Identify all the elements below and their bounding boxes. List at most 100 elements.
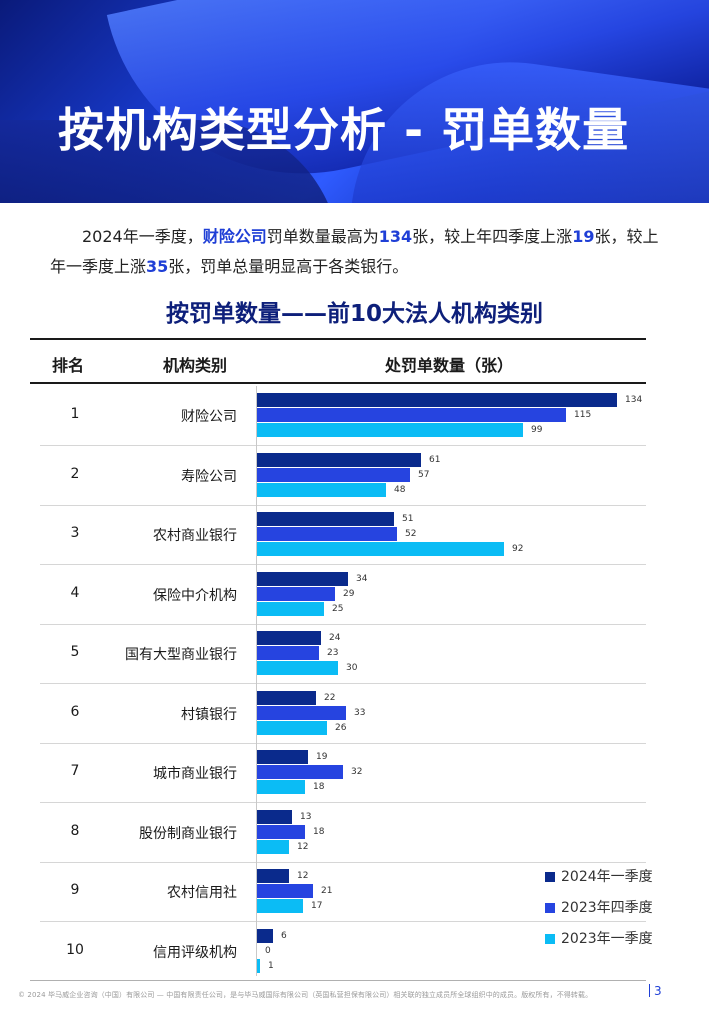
chart-bar [257, 750, 308, 764]
row-category: 保险中介机构 [153, 587, 237, 604]
row-category: 农村信用社 [167, 885, 237, 901]
row-rank: 3 [70, 525, 80, 541]
row-divider [40, 683, 646, 684]
page-title: 按机构类型分析 - 罚单数量 [58, 103, 630, 157]
row-rank: 1 [70, 406, 80, 422]
row-category: 寿险公司 [181, 468, 237, 485]
row-divider [40, 802, 646, 803]
legend-swatch [545, 934, 555, 944]
chart-bar [257, 809, 292, 824]
footer-copyright: © 2024 毕马威企业咨询（中国）有限公司 — 中国有限责任公司，是与毕马威国… [18, 991, 593, 999]
table-row: 1 财险公司 134 115 99 [30, 386, 646, 446]
intro-text: 张，较上年一季度上涨 [50, 227, 659, 276]
intro-highlight: 19 [572, 227, 595, 246]
row-divider [40, 921, 646, 922]
bar-value-label: 92 [512, 544, 524, 554]
bar-value-label: 12 [297, 871, 309, 881]
row-rank: 6 [70, 703, 80, 720]
bar-value-label: 30 [346, 663, 358, 673]
chart-bar [257, 899, 303, 913]
chart-bar [257, 884, 313, 898]
bar-value-label: 25 [332, 603, 344, 614]
legend-label: 2023年一季度 [561, 931, 653, 947]
chart-bar [257, 690, 316, 705]
table-row: 6 村镇银行 22 33 26 [30, 684, 646, 744]
row-rank: 8 [70, 822, 80, 839]
table-row: 8 股份制商业银行 13 18 12 [30, 803, 646, 863]
bar-value-label: 19 [316, 752, 328, 762]
chart-bar [257, 705, 346, 720]
row-rank: 9 [70, 882, 80, 898]
table-row: 2 寿险公司 61 57 48 [30, 446, 646, 506]
chart-bar [257, 646, 319, 660]
bar-value-label: 61 [429, 454, 441, 465]
chart-bar [257, 869, 289, 883]
row-category: 股份制商业银行 [139, 825, 237, 842]
row-rank: 10 [66, 941, 84, 958]
bar-value-label: 115 [574, 410, 592, 420]
page-number-value: 3 [654, 984, 662, 998]
intro-highlight: 财险公司 [202, 227, 267, 246]
chart-bar [257, 482, 386, 497]
chart-bar [257, 571, 348, 586]
table-header: 排名 机构类别 处罚单数量（张） [30, 338, 646, 384]
bar-value-label: 52 [405, 529, 417, 539]
bar-value-label: 6 [281, 930, 287, 941]
table-row: 9 农村信用社 12 21 17 [30, 862, 646, 922]
bar-value-label: 32 [351, 767, 363, 777]
chart-bar [257, 601, 324, 616]
chart-bar [257, 824, 305, 839]
bar-value-label: 23 [327, 648, 339, 658]
bar-value-label: 34 [356, 573, 368, 584]
bar-value-label: 57 [418, 469, 430, 480]
bar-value-label: 21 [321, 886, 333, 896]
row-category: 财险公司 [181, 409, 237, 425]
bar-value-label: 33 [354, 707, 366, 718]
row-rank: 5 [70, 644, 80, 660]
intro-paragraph: 2024年一季度，财险公司罚单数量最高为134张，较上年四季度上涨19张，较上年… [50, 222, 665, 282]
chart-bar [257, 631, 321, 645]
row-divider [40, 564, 646, 565]
chart-bar [257, 512, 394, 526]
chart-bar [257, 452, 421, 467]
intro-text: 2024年一季度， [82, 227, 203, 246]
chart-bar [257, 780, 305, 794]
chart-bar [257, 467, 410, 482]
bar-value-label: 22 [324, 692, 336, 703]
table-row: 10 信用评级机构 6 0 1 [30, 922, 646, 982]
chart-bar [257, 542, 504, 556]
header-banner: 按机构类型分析 - 罚单数量 [0, 0, 709, 203]
intro-text: 张，较上年四季度上涨 [412, 227, 573, 246]
table-row: 5 国有大型商业银行 24 23 30 [30, 624, 646, 684]
table-row: 3 农村商业银行 51 52 92 [30, 505, 646, 565]
chart-axis-line [256, 386, 257, 976]
row-rank: 4 [70, 584, 80, 601]
bar-value-label: 51 [402, 514, 414, 524]
row-category: 信用评级机构 [153, 944, 237, 961]
row-divider [40, 861, 646, 863]
table-title: 按罚单数量——前10大法人机构类别 [165, 301, 543, 327]
legend-label: 2023年四季度 [561, 900, 653, 916]
chart-bar [257, 661, 338, 675]
page-number-divider [649, 984, 650, 997]
row-category: 国有大型商业银行 [125, 647, 237, 663]
bar-value-label: 29 [343, 588, 355, 599]
bar-value-label: 18 [313, 782, 325, 792]
intro-highlight: 134 [378, 227, 413, 246]
chart-bar [257, 720, 327, 735]
chart-bar [257, 958, 260, 973]
bar-value-label: 99 [531, 425, 543, 435]
row-divider [40, 742, 646, 744]
bar-value-label: 18 [313, 826, 325, 837]
table-row: 7 城市商业银行 19 32 18 [30, 743, 646, 803]
bar-value-label: 1 [268, 960, 274, 971]
header-rank: 排名 [52, 356, 85, 375]
bar-value-label: 134 [625, 395, 643, 405]
row-category: 村镇银行 [181, 706, 237, 723]
chart-bar [257, 408, 566, 422]
row-rank: 7 [70, 763, 80, 779]
bar-value-label: 13 [300, 811, 312, 822]
bar-value-label: 24 [329, 633, 341, 643]
table-row: 4 保险中介机构 34 29 25 [30, 565, 646, 625]
bar-value-label: 12 [297, 841, 309, 852]
